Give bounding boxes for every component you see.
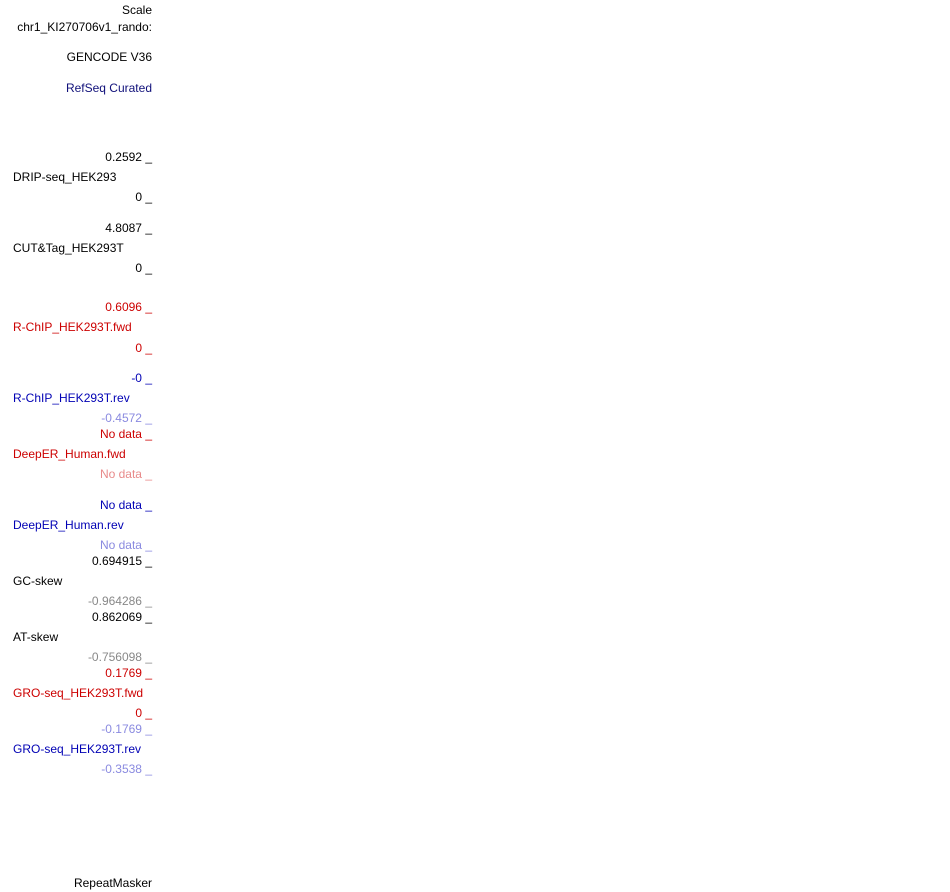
track-label[interactable]: RefSeq Curated [65, 81, 152, 95]
track-label[interactable]: GC-skew [13, 574, 63, 588]
track-min: No data _ [99, 467, 152, 481]
position-label: chr1_KI270706v1_rando: [17, 20, 152, 34]
track-label[interactable]: DeepER_Human.rev [13, 518, 124, 532]
track-max: No data _ [99, 498, 152, 512]
track-min: -0.4572 _ [101, 411, 152, 425]
track-label[interactable]: AT-skew [13, 630, 59, 644]
track-min: -0.964286 _ [87, 594, 152, 608]
track-min: 0 _ [135, 261, 152, 275]
track-max: 0.6096 _ [105, 300, 152, 314]
track-min: -0.756098 _ [87, 650, 152, 664]
track-max: 0.862069 _ [91, 610, 152, 624]
track-min: 0 _ [135, 706, 152, 720]
track-max: 0.2592 _ [105, 150, 152, 164]
track-max: No data _ [99, 427, 152, 441]
track-label[interactable]: GENCODE V36 [66, 50, 152, 64]
track-max: -0.1769 _ [101, 722, 152, 736]
track-max: 4.8087 _ [105, 221, 152, 235]
track-label[interactable]: DeepER_Human.fwd [13, 447, 126, 461]
track-label[interactable]: GRO-seq_HEK293T.fwd [13, 686, 144, 700]
track-min: No data _ [99, 538, 152, 552]
track-max: 0.694915 _ [91, 554, 152, 568]
track-label[interactable]: GRO-seq_HEK293T.rev [13, 742, 142, 756]
track-label[interactable]: RepeatMasker [73, 876, 152, 890]
track-label[interactable]: DRIP-seq_HEK293 [13, 170, 117, 184]
track-min: -0.3538 _ [101, 762, 152, 776]
scale-label: Scale [121, 3, 152, 17]
track-min: 0 _ [135, 341, 152, 355]
track-max: -0 _ [131, 371, 152, 385]
track-max: 0.1769 _ [105, 666, 152, 680]
track-label[interactable]: R-ChIP_HEK293T.rev [13, 391, 130, 405]
track-min: 0 _ [135, 190, 152, 204]
track-label[interactable]: CUT&Tag_HEK293T [13, 241, 124, 255]
track-label[interactable]: R-ChIP_HEK293T.fwd [13, 320, 132, 334]
